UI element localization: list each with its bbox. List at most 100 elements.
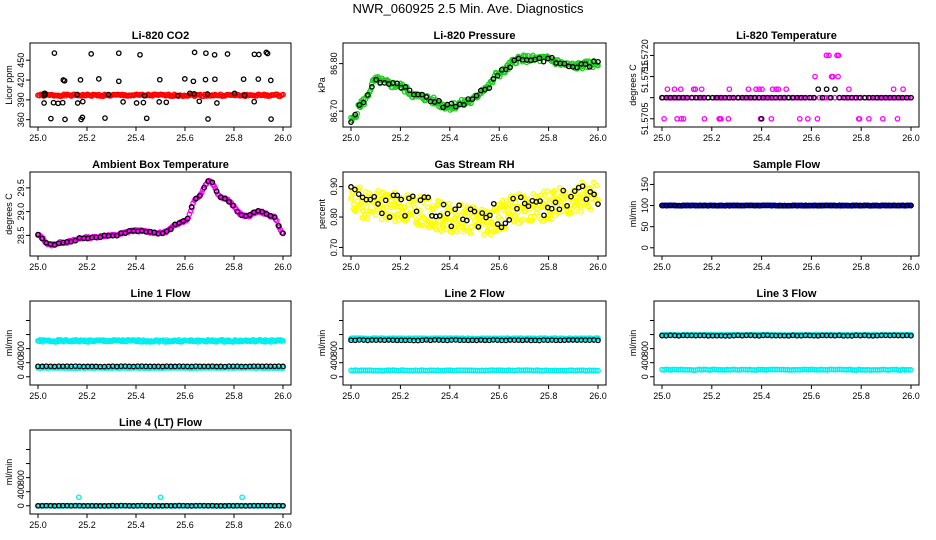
data-point — [256, 51, 262, 58]
data-point — [74, 91, 81, 98]
y-axis-label: Licor ppm — [4, 65, 14, 105]
plot-frame — [653, 171, 920, 257]
data-point — [539, 218, 546, 225]
data-point — [203, 50, 209, 57]
data-point — [582, 61, 589, 67]
data-point — [251, 51, 258, 58]
x-tick-label: 25.8 — [540, 391, 558, 401]
data-point — [157, 494, 164, 501]
data-point — [369, 208, 376, 215]
data-point — [280, 337, 286, 344]
y-tick-label: 28.5 — [16, 227, 26, 245]
data-point — [796, 94, 803, 101]
y-tick-label: 420 — [16, 73, 26, 88]
data-point — [497, 204, 503, 210]
data-point — [41, 100, 47, 106]
data-point — [120, 99, 126, 105]
data-point — [674, 115, 680, 122]
data-point — [79, 98, 86, 105]
x-tick-label: 25.0 — [342, 262, 360, 272]
data-point — [525, 203, 532, 210]
x-tick-label: 26.0 — [274, 262, 292, 272]
x-tick-label: 25.2 — [78, 520, 96, 530]
data-point — [364, 204, 370, 211]
data-point — [61, 77, 68, 84]
chart-panel: Line 3 Flow 25.0 25.2 25.4 25.6 25.8 26.0 0 4008… — [628, 288, 920, 401]
data-point — [587, 185, 594, 192]
data-point — [725, 115, 732, 122]
data-point — [480, 221, 486, 227]
data-point — [224, 51, 231, 57]
data-point — [78, 116, 84, 123]
data-point — [698, 86, 705, 93]
y-tick-label: 400 — [16, 355, 26, 370]
data-point — [595, 337, 601, 344]
data-point — [812, 73, 818, 80]
data-point — [201, 184, 207, 191]
data-point — [443, 226, 449, 232]
data-point — [548, 205, 555, 212]
data-point — [205, 116, 211, 122]
x-tick-label: 25.4 — [753, 133, 771, 143]
y-tick-label: 400 — [16, 484, 26, 499]
data-point — [502, 69, 508, 76]
x-tick-label: 25.0 — [653, 133, 671, 143]
x-tick-label: 25.4 — [127, 262, 145, 272]
plot-frame — [29, 42, 292, 128]
data-point — [364, 92, 371, 98]
plot-frame — [29, 300, 292, 386]
data-point — [503, 66, 509, 73]
data-point — [406, 87, 413, 94]
data-point — [417, 207, 423, 214]
x-tick-label: 26.0 — [902, 391, 920, 401]
data-point — [756, 86, 763, 93]
data-point — [908, 367, 914, 373]
x-tick-label: 25.2 — [78, 133, 96, 143]
data-point — [541, 212, 547, 219]
x-tick-label: 25.6 — [490, 391, 508, 401]
data-point — [39, 235, 46, 242]
data-point — [241, 92, 248, 99]
data-point — [240, 76, 247, 83]
y-axis-label: percent — [317, 198, 327, 229]
data-point — [181, 76, 188, 82]
data-point — [372, 212, 379, 219]
data-point — [513, 216, 520, 222]
data-point — [184, 215, 191, 222]
data-point — [352, 208, 359, 215]
x-tick-label: 25.8 — [852, 391, 870, 401]
x-tick-label: 25.2 — [392, 133, 410, 143]
chart-panel: Sample Flow 25.0 25.2 25.4 25.6 25.8 26.0 0 50 10… — [628, 159, 920, 272]
data-point — [495, 214, 502, 220]
data-point — [267, 77, 274, 84]
y-tick-label: 100 — [640, 198, 650, 213]
data-point — [680, 115, 687, 122]
data-point — [231, 90, 238, 97]
data-point — [574, 64, 580, 71]
data-point — [487, 212, 493, 219]
data-point — [72, 237, 79, 244]
plot-frame — [29, 429, 292, 515]
data-point — [490, 75, 497, 82]
x-tick-label: 25.8 — [225, 520, 243, 530]
data-point — [360, 99, 367, 106]
data-point — [819, 94, 826, 101]
data-point — [204, 91, 211, 97]
data-point — [758, 115, 765, 122]
data-point — [186, 211, 193, 217]
y-tick-label: 0.70 — [329, 239, 339, 257]
data-point — [479, 210, 486, 216]
data-point — [62, 116, 68, 123]
x-tick-label: 25.6 — [803, 391, 821, 401]
data-point — [460, 228, 467, 235]
data-point — [493, 207, 500, 214]
x-tick-label: 25.6 — [490, 133, 508, 143]
data-point — [560, 187, 567, 194]
data-point — [77, 77, 84, 83]
data-point — [133, 100, 140, 106]
data-point — [745, 94, 752, 101]
data-point — [424, 204, 431, 210]
x-tick-label: 25.4 — [753, 262, 771, 272]
chart-title: Gas Stream RH — [434, 159, 514, 171]
chart-title: Li-820 Pressure — [434, 30, 516, 42]
